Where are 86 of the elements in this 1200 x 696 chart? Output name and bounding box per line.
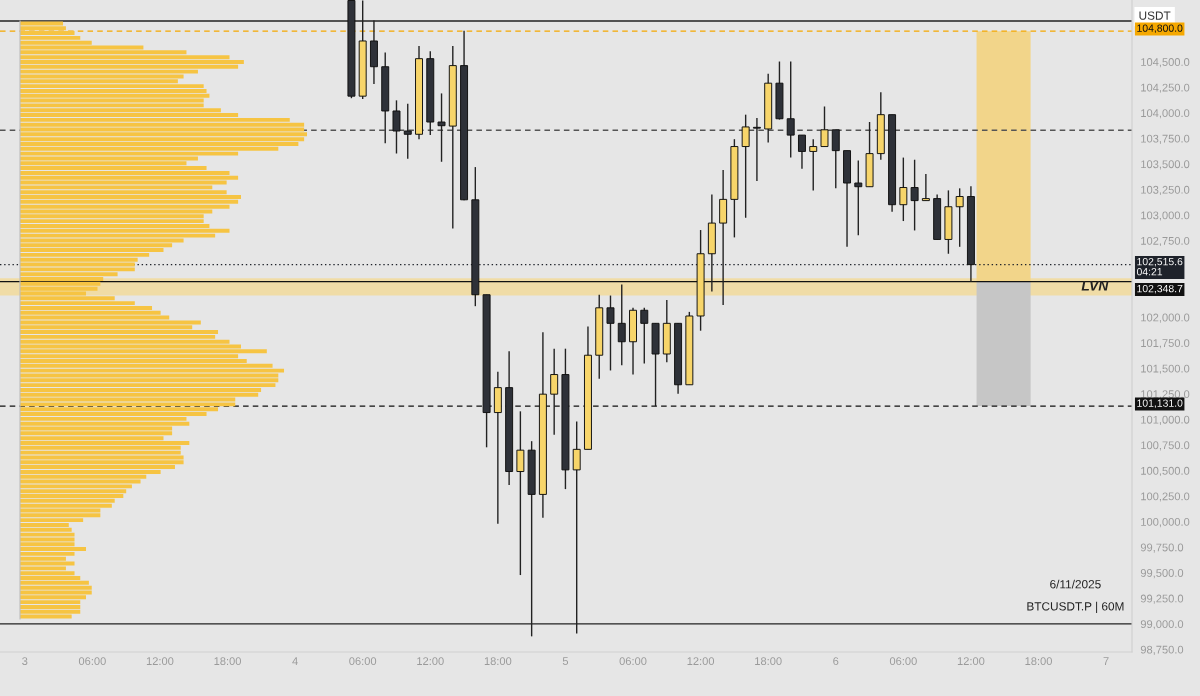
bar [20, 590, 92, 595]
bar [20, 455, 184, 460]
y-tick-label: 103,250.0 [1141, 185, 1190, 196]
bar [20, 450, 181, 455]
y-tick-label: 101,000.0 [1141, 415, 1190, 425]
ref-line-label: 102,515.6 04:21 [1136, 257, 1183, 276]
x-tick-label: 18:00 [484, 657, 512, 666]
candlestick [403, 102, 412, 160]
y-tick-label: 103,750.0 [1141, 134, 1190, 144]
ref-line-label: 102,348.7 [1137, 284, 1183, 294]
candlestick [606, 294, 615, 372]
x-tick-label: 4 [292, 657, 298, 665]
band-label: LVN [1081, 280, 1109, 291]
y-tick-label: 99,000.0 [1140, 620, 1184, 630]
y-tick-label: 100,250.0 [1141, 492, 1190, 502]
bar [20, 349, 267, 354]
y-tick-label: 99,500.0 [1140, 569, 1184, 579]
candlestick [640, 307, 649, 365]
y-tick-label: 104,500.0 [1141, 58, 1190, 68]
y-tick-label: 101,500.0 [1141, 364, 1190, 374]
candlestick [921, 173, 930, 202]
x-tick-label: 12:00 [417, 657, 444, 666]
y-tick-label: 100,500.0 [1141, 466, 1190, 477]
x-tick-label: 6 [833, 657, 839, 666]
x-tick-label: 06:00 [78, 657, 106, 666]
x-tick-label: 06:00 [619, 657, 647, 666]
bar [20, 561, 75, 566]
candlestick [854, 159, 863, 237]
x-tick-label: 18:00 [755, 657, 782, 666]
bar [20, 286, 98, 291]
x-tick-label: 12:00 [957, 657, 985, 666]
candlestick [899, 156, 908, 222]
bar [20, 532, 75, 537]
y-tick-label: 102,750.0 [1141, 236, 1190, 247]
bar [20, 262, 135, 267]
candlestick [617, 283, 626, 366]
bar [20, 503, 112, 508]
annotation: 6/11/2025 [1050, 579, 1101, 589]
candlestick [752, 117, 761, 182]
bar [20, 122, 305, 127]
candlestick [516, 410, 525, 576]
bar [20, 267, 135, 272]
bar [20, 320, 201, 325]
x-tick-label: 7 [1103, 657, 1109, 665]
candlestick [831, 129, 840, 190]
y-axis-title: USDT [1139, 11, 1171, 20]
candlestick [955, 187, 964, 248]
x-tick-label: 18:00 [1025, 657, 1052, 666]
bar [20, 537, 75, 542]
y-tick-label: 104,250.0 [1141, 83, 1190, 93]
candlestick [437, 92, 446, 163]
annotation: BTCUSDT.P | 60M [1027, 601, 1124, 613]
x-tick-label: 3 [22, 657, 28, 666]
candlestick [820, 105, 829, 148]
x-tick-label: 06:00 [349, 657, 377, 666]
candlestick [910, 159, 919, 232]
candlestick [809, 138, 818, 192]
x-tick-label: 12:00 [146, 657, 174, 666]
y-tick-label: 100,750.0 [1141, 441, 1190, 451]
x-tick-label: 18:00 [214, 657, 241, 666]
y-tick-label: 104,000.0 [1141, 109, 1190, 119]
candlestick [392, 99, 401, 155]
x-tick-label: 06:00 [889, 657, 917, 666]
y-tick-label: 103,500.0 [1141, 160, 1190, 170]
bar [20, 585, 92, 590]
bar [20, 21, 64, 26]
y-tick-label: 101,750.0 [1141, 339, 1190, 349]
ref-line-label: 101,131.0 [1137, 399, 1183, 408]
y-tick-label: 103,000.0 [1141, 211, 1190, 221]
bar [20, 132, 307, 137]
y-tick-label: 100,000.0 [1141, 517, 1190, 528]
bar [20, 431, 173, 436]
y-tick-label: 99,750.0 [1140, 543, 1184, 553]
x-tick-label: 12:00 [687, 657, 715, 666]
bar [20, 402, 236, 407]
candlestick [741, 113, 750, 219]
y-tick-label: 98,750.0 [1140, 645, 1184, 655]
bar [20, 368, 285, 373]
y-tick-label: 99,250.0 [1140, 594, 1184, 604]
bar [20, 421, 190, 426]
candlestick [797, 134, 806, 170]
y-tick-label: 102,000.0 [1141, 313, 1190, 323]
candlestick [786, 60, 795, 159]
x-tick-label: 5 [562, 657, 569, 666]
bar [20, 513, 101, 518]
ref-line-label: 104,800.0 [1137, 24, 1183, 34]
